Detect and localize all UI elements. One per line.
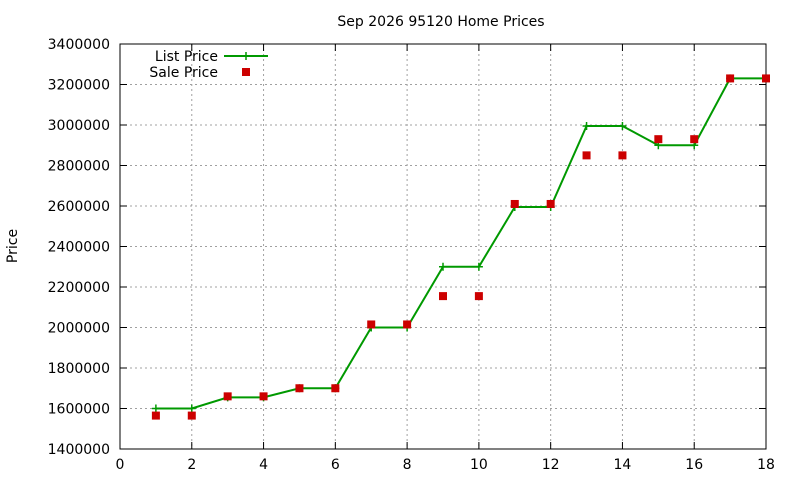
- list-price-point: [151, 404, 160, 413]
- y-tick-label: 2600000: [48, 199, 110, 215]
- sale-price-point: [762, 74, 770, 83]
- ticks-layer: 0 2 4 6 8 10 12 14 16 18 1400000 1600000 1800000 2000…: [48, 37, 775, 473]
- sale-price-point: [187, 411, 196, 420]
- list-price-point: [582, 122, 591, 131]
- y-tick-label: 2800000: [48, 159, 110, 175]
- sale-price-point: [403, 320, 412, 329]
- legend-square-marker: [242, 68, 250, 76]
- chart-title: Sep 2026 95120 Home Prices: [337, 14, 544, 30]
- sale-price-point: [295, 384, 304, 393]
- x-tick-label: 14: [614, 457, 632, 473]
- y-tick-label: 1400000: [48, 442, 110, 458]
- list-price-point: [618, 122, 627, 131]
- list-price-point: [439, 262, 447, 271]
- legend: List Price Sale Price: [149, 49, 268, 81]
- sale-price-point: [474, 292, 483, 301]
- x-tick-label: 6: [331, 457, 340, 473]
- sale-price-point: [582, 151, 591, 160]
- sale-price-point: [367, 320, 376, 329]
- y-tick-label: 2000000: [48, 321, 110, 337]
- x-tick-label: 10: [470, 457, 488, 473]
- x-tick-label: 18: [757, 457, 775, 473]
- x-tick-label: 12: [542, 457, 560, 473]
- series-layer: [151, 74, 770, 420]
- list-price-point: [474, 262, 483, 271]
- sale-price-point: [510, 199, 519, 208]
- y-axis-label: Price: [5, 229, 21, 263]
- y-tick-label: 2200000: [48, 280, 110, 296]
- sale-price-point: [726, 74, 735, 83]
- legend-plus-marker: [242, 52, 250, 60]
- y-tick-label: 1600000: [48, 402, 110, 418]
- legend-label-sale-price: Sale Price: [149, 65, 218, 81]
- list-price-line: [155, 77, 766, 410]
- y-tick-label: 3400000: [48, 37, 110, 53]
- sale-price-point: [259, 392, 268, 401]
- sale-price-point: [331, 384, 340, 393]
- y-tick-label: 3000000: [48, 118, 110, 134]
- sale-price-point: [439, 292, 447, 301]
- y-tick-label: 1800000: [48, 361, 110, 377]
- y-tick-label: 2400000: [48, 240, 110, 256]
- list-price-point: [187, 404, 196, 413]
- sale-price-point: [151, 411, 160, 420]
- x-tick-label: 16: [685, 457, 703, 473]
- sale-price-point: [546, 199, 555, 208]
- sale-price-point: [618, 151, 627, 160]
- x-tick-label: 4: [259, 457, 268, 473]
- sale-price-point: [690, 135, 699, 144]
- sale-price-point: [654, 135, 663, 144]
- sale-price-point: [223, 392, 232, 401]
- y-tick-label: 3200000: [48, 78, 110, 94]
- x-tick-label: 8: [403, 457, 412, 473]
- grid-layer: [120, 44, 766, 449]
- x-tick-label: 2: [187, 457, 196, 473]
- legend-label-list-price: List Price: [155, 49, 218, 65]
- x-tick-label: 0: [116, 457, 125, 473]
